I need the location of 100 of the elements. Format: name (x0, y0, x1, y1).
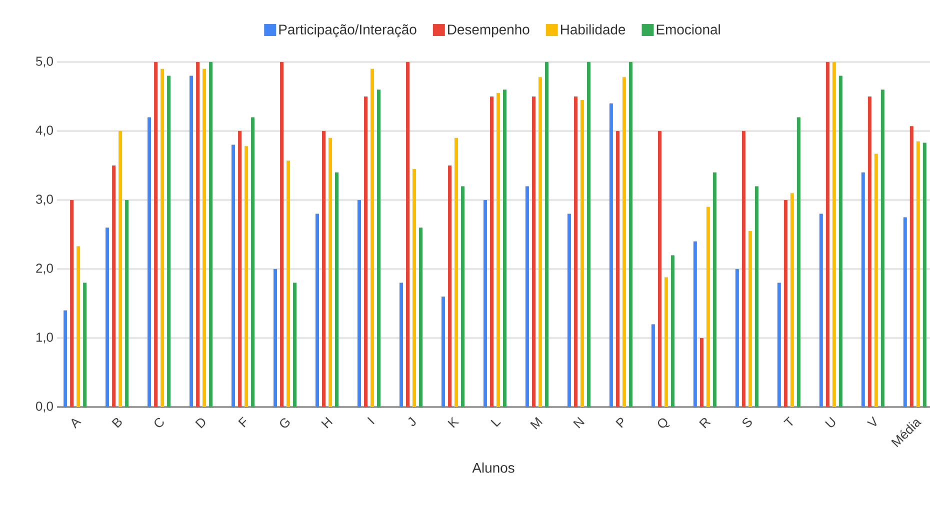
x-tick-label: I (367, 417, 374, 424)
bar (454, 138, 458, 407)
bar (868, 96, 872, 407)
x-tick-label: R (699, 418, 711, 428)
bar (628, 62, 632, 407)
y-tick-label: 4,0 (36, 126, 53, 136)
bar (874, 154, 878, 407)
bar (441, 296, 445, 407)
bar (232, 144, 236, 407)
bar (903, 217, 907, 407)
bar (880, 90, 884, 407)
bar (826, 62, 830, 407)
bar (754, 186, 758, 407)
x-tick-label: Q (658, 418, 670, 428)
bar (406, 62, 410, 407)
bar (819, 214, 823, 407)
y-tick-label: 5,0 (36, 56, 53, 68)
bar (196, 62, 200, 407)
bar (712, 172, 716, 407)
bar (190, 76, 194, 407)
bar (399, 282, 403, 407)
bar (916, 141, 920, 407)
bar (748, 231, 752, 407)
bar (370, 68, 374, 407)
bar (651, 324, 655, 407)
bar (861, 172, 865, 407)
bar (664, 277, 668, 407)
legend-label: Desempenho (448, 24, 530, 38)
x-tick-label: S (742, 418, 752, 428)
bar (251, 117, 255, 407)
legend-label: Emocional (656, 24, 720, 34)
bar (106, 228, 110, 407)
bar (328, 138, 332, 407)
bar (490, 96, 494, 407)
bar (616, 131, 620, 407)
bar (735, 269, 739, 407)
x-axis-title: Alunos (472, 462, 514, 473)
bar (460, 186, 464, 407)
x-tick-label: J (408, 416, 416, 426)
bar (244, 146, 248, 407)
bar (148, 117, 152, 407)
bar (167, 76, 171, 407)
x-tick-label: A (72, 418, 82, 429)
bar (280, 62, 284, 407)
bar (209, 62, 213, 407)
bar (790, 193, 794, 407)
bar (784, 200, 788, 407)
x-tick-label: L (490, 420, 501, 427)
bar (160, 68, 164, 407)
bar (448, 166, 452, 407)
legend-label: Participação/Interação (279, 24, 416, 38)
x-tick-label: V (866, 416, 877, 426)
bar (496, 93, 500, 407)
bar (112, 166, 116, 407)
bar (64, 310, 68, 407)
y-tick-label: 1,0 (36, 332, 53, 344)
bar (700, 338, 704, 407)
bar (580, 100, 584, 407)
y-tick-label: 0,0 (36, 402, 53, 412)
bar (832, 62, 836, 407)
bar (742, 131, 746, 407)
bar (658, 131, 662, 407)
bar (274, 269, 278, 407)
x-tick-label: G (280, 418, 290, 428)
bar (567, 214, 571, 407)
bar (316, 214, 320, 407)
bar (502, 90, 506, 407)
x-tick-label: U (825, 416, 836, 428)
x-tick-label: T (784, 416, 793, 426)
x-tick-label: D (195, 418, 206, 428)
bar (70, 200, 74, 407)
bar (544, 62, 548, 407)
bar (622, 77, 626, 407)
bar (322, 131, 326, 407)
x-tick-label: P (616, 418, 624, 428)
x-tick-label: M (530, 416, 543, 430)
bar (609, 103, 613, 407)
bar (238, 131, 242, 407)
bar (838, 76, 842, 407)
bar (538, 77, 542, 407)
bar (777, 282, 781, 407)
bar (293, 282, 297, 407)
y-tick-label: 3,0 (36, 194, 53, 206)
bar (125, 200, 129, 407)
bar (118, 131, 122, 407)
bar (670, 255, 674, 407)
bar (83, 282, 87, 407)
x-tick-label: C (154, 418, 164, 428)
bar (910, 126, 914, 407)
bar (574, 96, 578, 407)
bar (706, 206, 710, 407)
bar (377, 90, 380, 407)
bar (418, 228, 422, 407)
bar (525, 186, 529, 407)
y-tick-label: 2,0 (36, 264, 53, 274)
bar (532, 96, 536, 407)
bar (693, 241, 697, 407)
x-tick-label: K (448, 416, 460, 428)
bar (922, 142, 926, 407)
x-tick-label: N (573, 416, 585, 428)
